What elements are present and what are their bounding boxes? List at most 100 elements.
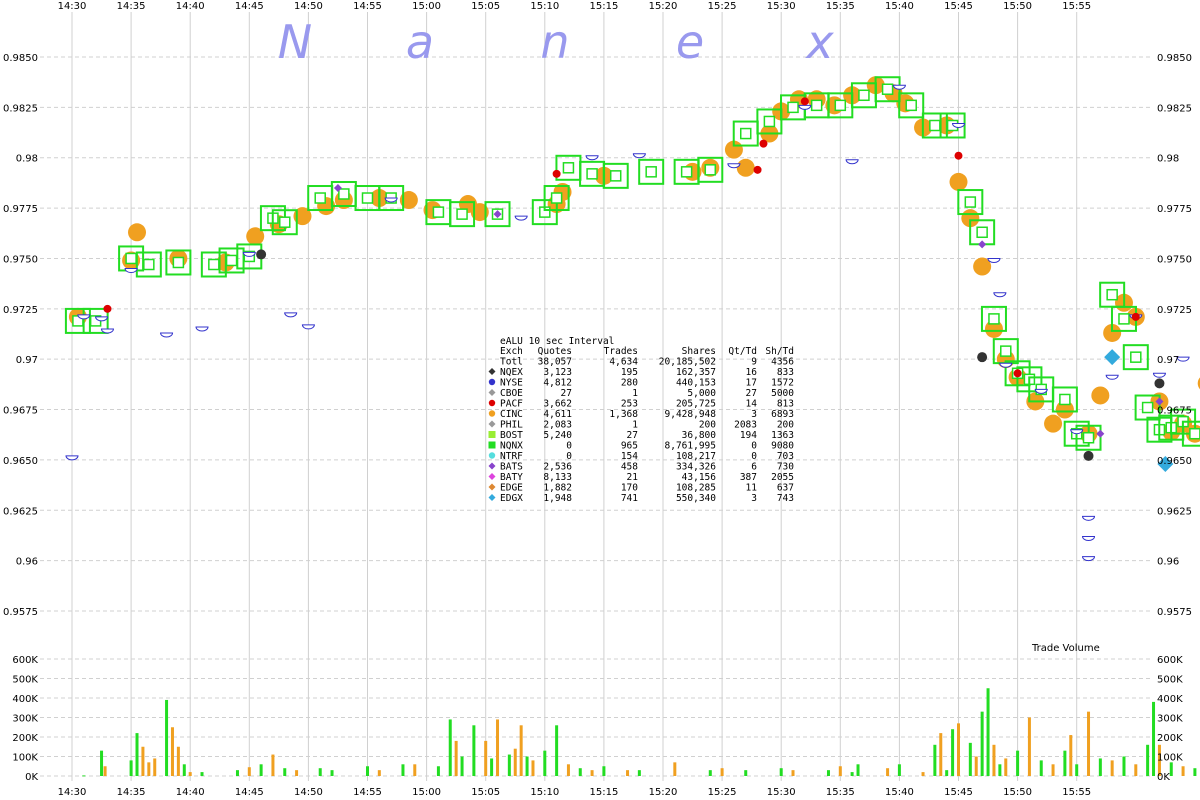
volume-bar	[1193, 768, 1197, 776]
volume-bar	[82, 775, 86, 777]
x-tick-label-bottom: 15:35	[826, 787, 855, 798]
legend-cell: 21	[627, 472, 639, 483]
y-tick-label-right: 0.9575	[1157, 607, 1192, 618]
legend-cell: 0	[751, 441, 757, 452]
volume-bar	[708, 770, 712, 776]
legend-cell: 11	[746, 483, 758, 494]
volume-bar	[295, 770, 299, 776]
volume-bar	[147, 762, 151, 776]
legend-cell: 200	[777, 420, 794, 431]
volume-bar	[791, 770, 795, 776]
nyse-mark	[1105, 374, 1119, 380]
legend-cell: NTRF	[500, 451, 523, 462]
volume-bar	[170, 727, 174, 776]
volume-bar	[1098, 758, 1102, 776]
nqnx-inner-mark	[787, 101, 799, 114]
legend-swatch	[488, 441, 496, 449]
legend-cell: 0	[751, 451, 757, 462]
x-tick-label-top: 15:15	[589, 1, 618, 12]
legend-swatch	[488, 420, 496, 428]
y-tick-label-left: 0.9725	[3, 305, 38, 316]
nqnx-inner-mark	[550, 192, 563, 204]
legend-cell: 5,240	[543, 430, 572, 441]
volume-bar	[1075, 764, 1079, 776]
volume-bar	[448, 719, 452, 776]
legend-total-cell: 9	[751, 357, 757, 368]
volume-bar	[602, 766, 606, 776]
legend-header: Quotes	[538, 346, 572, 357]
nqnx-inner-mark	[279, 216, 291, 228]
cinc-mark	[1044, 414, 1063, 433]
x-tick-label-top: 15:40	[885, 1, 914, 12]
volume-bar	[484, 740, 488, 776]
nyse-mark	[1070, 429, 1084, 435]
cinc-mark	[1197, 377, 1200, 390]
legend-cell: PACF	[500, 399, 523, 410]
nqex-mark	[977, 352, 988, 363]
y-tick-label-left: 0.98	[16, 154, 38, 165]
nyse-mark	[77, 314, 91, 320]
x-tick-label-top: 15:30	[767, 1, 796, 12]
bats-mark	[1155, 397, 1164, 406]
nqnx-inner-mark	[1118, 313, 1130, 325]
pacf-mark	[759, 139, 768, 148]
y-tick-label-right: 0.96	[1157, 557, 1179, 568]
legend-header: Exch	[500, 346, 523, 357]
nqnx-inner-mark	[976, 226, 988, 239]
legend-cell: 27	[627, 430, 638, 441]
legend-cell: 2,083	[543, 420, 572, 431]
nyse-mark	[1082, 515, 1096, 521]
legend-swatch	[488, 494, 496, 501]
pacf-mark	[103, 304, 112, 313]
volume-bar	[519, 725, 523, 776]
nqnx-mark	[1075, 424, 1102, 451]
volume-bar	[472, 725, 476, 776]
y-tick-label-left: 0.9675	[3, 406, 38, 417]
volume-bar	[555, 725, 559, 776]
nqnx-inner-mark	[881, 83, 894, 95]
legend-cell: 195	[621, 367, 638, 378]
legend-cell: 8,133	[543, 472, 572, 483]
nyse-mark	[195, 326, 209, 332]
volume-bar	[496, 719, 500, 776]
nqnx-inner-mark	[125, 252, 137, 265]
legend-cell: BOST	[500, 430, 523, 441]
volume-bar	[720, 768, 724, 776]
legend-swatch	[488, 483, 496, 491]
nqnx-mark	[638, 158, 665, 185]
x-tick-label-bottom: 15:45	[944, 787, 973, 798]
y-tick-label-right: 0.9850	[1157, 53, 1192, 64]
x-tick-label-bottom: 15:40	[885, 787, 914, 798]
volume-bar	[626, 770, 630, 776]
legend-cell: 2083	[734, 420, 757, 431]
legend-cell: 108,285	[676, 483, 716, 494]
volume-bar	[413, 764, 417, 776]
x-tick-label-top: 14:45	[235, 1, 264, 12]
legend-cell: 4,812	[543, 378, 572, 389]
legend-cell: 730	[777, 462, 794, 473]
legend-cell: 6	[751, 462, 757, 473]
nqnx-inner-mark	[929, 119, 941, 132]
volume-bar	[454, 740, 458, 776]
legend-header: Sh/Td	[765, 346, 794, 357]
legend-cell: 108,217	[676, 451, 716, 462]
nqnx-mark	[484, 201, 511, 228]
legend-total-cell: 4,634	[609, 357, 638, 368]
price-marks	[64, 76, 1200, 562]
legend-cell: 205,725	[676, 399, 716, 410]
legend-cell: 14	[746, 399, 758, 410]
volume-bar	[957, 723, 960, 776]
volume-bar	[377, 770, 381, 776]
volume-bar	[271, 754, 275, 776]
x-tick-label-top: 14:55	[353, 1, 382, 12]
cinc-mark	[949, 172, 968, 191]
volume-bar	[165, 699, 169, 776]
y-tick-label-left: 0.97	[16, 355, 38, 366]
legend-cell: 1	[632, 420, 638, 431]
nqnx-inner-mark	[1130, 351, 1142, 363]
volume-bar	[182, 764, 186, 776]
volume-tick-label-left: 100K	[12, 753, 38, 764]
legend-swatch	[488, 368, 496, 375]
nqnx-inner-mark	[586, 168, 598, 180]
